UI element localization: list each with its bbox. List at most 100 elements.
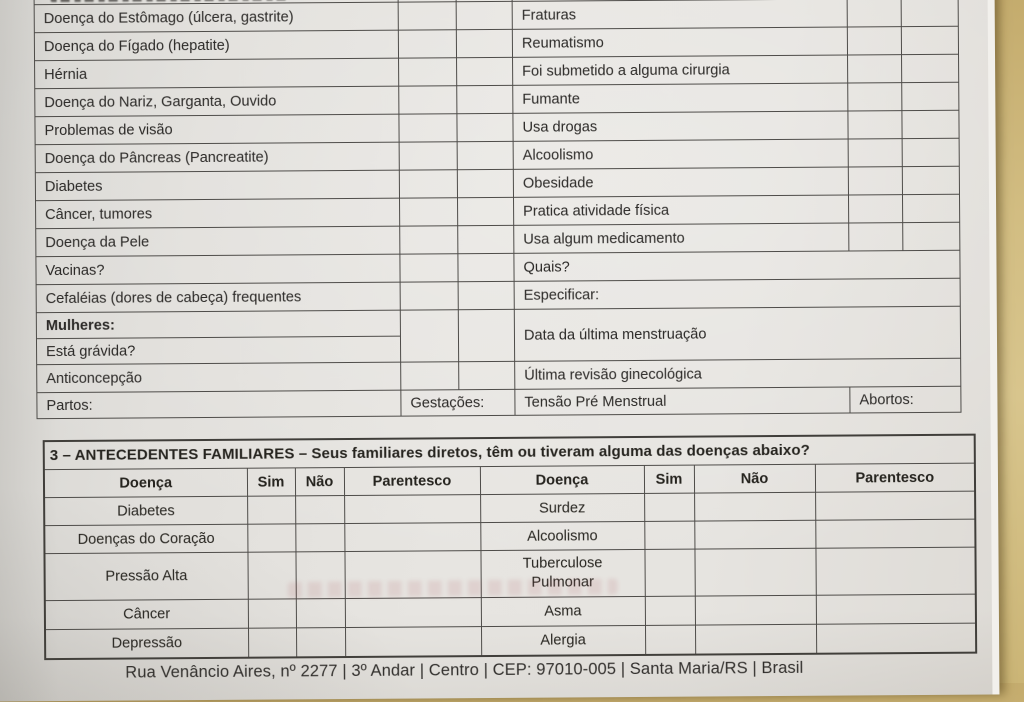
table-row-mulheres-header: Mulheres: Data da última menstruação <box>36 306 961 363</box>
column-header-sim: Sim <box>246 467 296 497</box>
checkbox-cell <box>902 194 960 223</box>
checkbox-cell <box>847 0 902 28</box>
sim-cell <box>247 495 296 525</box>
parentesco-cell <box>815 623 977 654</box>
checkbox-cell <box>457 169 514 198</box>
parentesco-cell <box>815 547 976 596</box>
checkbox-cell <box>399 141 458 171</box>
checkbox-cell <box>901 0 959 27</box>
photographed-medical-form: { "colors": { "paper": "#e6e4e0", "desk"… <box>0 0 1024 683</box>
checkbox-cell <box>848 138 903 168</box>
condition-label: Tensão Pré Menstrual <box>514 386 851 416</box>
checkbox-cell <box>457 197 514 226</box>
checkbox-cell <box>847 26 902 56</box>
condition-label: Doença do Estômago (úlcera, gastrite) <box>34 2 399 33</box>
paper-sheet: Doença do Estômago (úlcera, gastrite) Fr… <box>0 0 999 702</box>
checkbox-cell <box>457 253 515 282</box>
condition-label: Doença do Pâncreas (Pancreatite) <box>35 142 400 173</box>
checkbox-cell <box>901 54 959 83</box>
sim-cell <box>644 493 695 522</box>
condition-label: Cefaléias (dores de cabeça) frequentes <box>36 282 401 313</box>
checkbox-cell <box>398 29 457 59</box>
checkbox-cell <box>456 113 514 142</box>
condition-label: Reumatismo <box>512 27 848 58</box>
checkbox-cell <box>458 281 515 310</box>
condition-label: Obesidade <box>513 167 849 198</box>
family-history-table: 3 – ANTECEDENTES FAMILIARES – Seus famil… <box>42 433 978 661</box>
disease-label: Alcoolismo <box>480 521 645 551</box>
checkbox-cell <box>398 85 457 115</box>
checkbox-cell <box>902 138 960 167</box>
nao-cell <box>694 548 816 597</box>
condition-label: Fumante <box>512 83 848 114</box>
nao-cell <box>295 495 345 524</box>
disease-label: Câncer <box>44 599 248 630</box>
checkbox-cell <box>901 110 960 139</box>
condition-label: Pratica atividade física <box>513 195 849 226</box>
disease-label: Surdez <box>480 493 645 523</box>
checkbox-cell <box>848 222 903 252</box>
checkbox-cell <box>457 225 514 254</box>
parentesco-cell <box>815 491 976 521</box>
checkbox-cell <box>398 1 457 31</box>
condition-label: Quais? <box>513 250 961 282</box>
checkbox-cell <box>398 57 457 87</box>
checkbox-cell <box>456 29 513 58</box>
disease-label: Depressão <box>45 628 249 660</box>
column-header-doenca: Doença <box>479 465 645 495</box>
checkbox-cell <box>398 113 458 143</box>
nao-cell <box>694 595 816 626</box>
parentesco-cell <box>815 594 977 625</box>
condition-label: Vacinas? <box>35 254 401 285</box>
nao-cell <box>295 598 345 628</box>
checkbox-cell <box>458 309 515 362</box>
checkbox-cell <box>400 361 459 391</box>
checkbox-cell <box>901 26 959 55</box>
checkbox-cell <box>400 309 459 363</box>
checkbox-cell <box>456 85 513 114</box>
parentesco-cell <box>344 494 481 524</box>
checkbox-cell <box>457 141 514 170</box>
nao-cell <box>694 492 816 522</box>
parentesco-cell <box>344 626 482 658</box>
condition-label: Diabetes <box>35 170 400 201</box>
gestacoes-label: Gestações: <box>400 389 516 417</box>
checkbox-cell <box>456 1 513 30</box>
condition-label: Doença do Nariz, Garganta, Ouvido <box>34 86 399 117</box>
disease-label: Pressão Alta <box>44 552 248 601</box>
disease-label: Diabetes <box>44 496 248 526</box>
nao-cell <box>694 624 817 655</box>
column-header-doenca: Doença <box>43 468 248 498</box>
sim-cell <box>644 596 695 626</box>
parentesco-cell <box>344 597 481 628</box>
condition-label: Doença do Fígado (hepatite) <box>34 30 399 61</box>
clipped-text-remnant <box>50 0 289 3</box>
condition-label: Usa algum medicamento <box>513 223 849 254</box>
nao-cell <box>694 520 816 550</box>
section-label: Mulheres: <box>36 310 401 339</box>
parentesco-cell <box>815 519 976 549</box>
condition-label: Alcoolismo <box>513 139 849 170</box>
abortos-label: Abortos: <box>849 386 962 413</box>
disease-label: Asma <box>480 596 645 627</box>
sim-cell <box>247 523 296 553</box>
checkbox-cell <box>399 197 458 227</box>
nao-cell <box>295 627 346 658</box>
column-header-nao: Não <box>693 464 816 494</box>
sim-cell <box>644 549 695 597</box>
checkbox-cell <box>847 110 903 140</box>
checkbox-cell <box>458 361 515 390</box>
condition-label: Problemas de visão <box>34 114 400 145</box>
table-row: Depressão Alergia <box>45 623 977 660</box>
checkbox-cell <box>848 166 903 196</box>
health-conditions-table: Doença do Estômago (úlcera, gastrite) Fr… <box>34 0 962 419</box>
condition-label: Última revisão ginecológica <box>514 358 961 390</box>
table-row-partos: Partos: Gestações: Tensão Pré Menstrual … <box>36 386 962 419</box>
column-header-nao: Não <box>294 467 345 496</box>
condition-label: Fraturas <box>512 0 848 30</box>
condition-label: Câncer, tumores <box>35 198 400 229</box>
checkbox-cell <box>399 253 459 283</box>
checkbox-cell <box>848 194 903 224</box>
column-header-parentesco: Parentesco <box>343 466 481 496</box>
column-header-parentesco: Parentesco <box>814 463 976 493</box>
